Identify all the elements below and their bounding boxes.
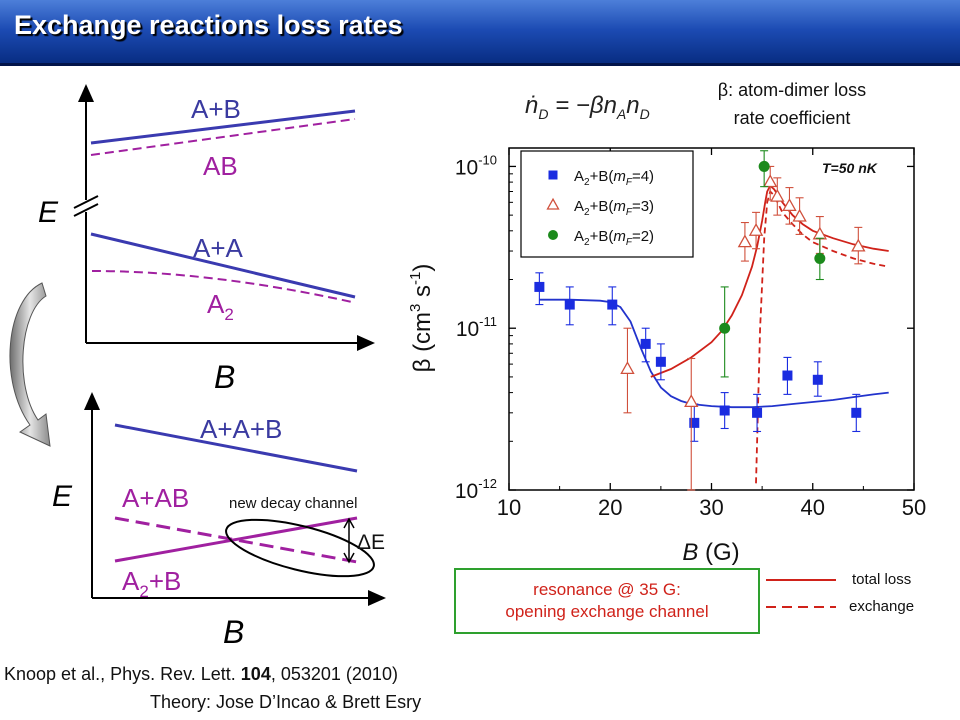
data-point xyxy=(812,374,823,385)
title-bar: Exchange reactions loss rates xyxy=(0,0,960,66)
x-tick-label: 30 xyxy=(699,495,723,520)
level-a2-b xyxy=(114,516,358,563)
data-point xyxy=(763,174,778,188)
data-point xyxy=(719,322,731,334)
label-delta-e: ΔE xyxy=(357,531,385,554)
data-point xyxy=(607,299,618,310)
y-tick-label: 10-11 xyxy=(456,314,497,341)
resonance-line1: resonance @ 35 G: xyxy=(533,580,681,599)
bottom-energy-diagram: E B A+A+B A+AB A2+B new decay channel ΔE xyxy=(52,392,386,650)
data-point xyxy=(752,407,763,418)
label-a2: A2 xyxy=(207,289,234,324)
data-point xyxy=(814,252,826,264)
label-aab: A+A+B xyxy=(200,414,282,444)
axis-ticks: 10 20 30 40 50 10-12 10-11 10-10 xyxy=(455,148,926,520)
legend-label: A2+B(mF=2) xyxy=(574,228,654,248)
x-tick-label: 20 xyxy=(598,495,622,520)
legend-marker xyxy=(548,170,558,180)
exchange-legend-label: exchange xyxy=(849,598,915,615)
y-axis-title: β (cm3 s-1) xyxy=(407,264,436,373)
level-aab xyxy=(114,423,358,473)
x-tick-label: 40 xyxy=(801,495,825,520)
level-ab-lower xyxy=(90,118,356,156)
data-point xyxy=(534,281,545,292)
y-tick-label: 10-12 xyxy=(455,476,497,503)
label-new-decay-channel: new decay channel xyxy=(229,495,357,512)
data-point xyxy=(758,160,770,172)
top-energy-diagram: E B A+B AB A+A A2 xyxy=(38,84,375,395)
data-point xyxy=(792,208,807,222)
crossing-ellipse xyxy=(225,518,375,578)
delta-e-arrowhead-bottom xyxy=(343,552,355,564)
top-x-axis-label: B xyxy=(214,359,235,395)
temperature-annotation: T=50 nK xyxy=(822,160,878,176)
level-ab-upper xyxy=(90,109,356,145)
theory-credit: Theory: Jose D’Incao & Brett Esry xyxy=(150,692,422,712)
beta-note-line1: β: atom-dimer loss xyxy=(718,80,866,100)
citation-suffix: , 053201 (2010) xyxy=(270,664,398,684)
legend-marker xyxy=(548,230,558,240)
top-y-axis-label: E xyxy=(38,196,59,229)
data-point xyxy=(782,370,793,381)
label-ab-upper: A+B xyxy=(191,94,241,124)
legend-marker xyxy=(546,197,560,210)
label-aa-upper: A+A xyxy=(193,233,244,263)
x-axis-title: B (G) xyxy=(682,539,739,566)
legend-label: A2+B(mF=3) xyxy=(574,198,654,218)
data-point xyxy=(684,394,699,408)
data-points xyxy=(534,150,866,491)
title-underline xyxy=(0,63,960,66)
label-ab-lower: AB xyxy=(203,151,238,181)
data-point xyxy=(564,299,575,310)
bottom-y-axis-label: E xyxy=(52,480,73,513)
legend-label: A2+B(mF=4) xyxy=(574,168,654,188)
data-point xyxy=(812,226,828,240)
resonance-box: resonance @ 35 G: opening exchange chann… xyxy=(454,568,760,634)
data-point xyxy=(782,198,797,211)
label-a2-b: A2+B xyxy=(122,566,181,601)
slide-title: Exchange reactions loss rates xyxy=(14,10,403,40)
data-point xyxy=(655,356,666,367)
axis-break-mark-upper xyxy=(73,195,99,209)
citation: Knoop et al., Phys. Rev. Lett. 104, 0532… xyxy=(4,664,398,685)
total-loss-legend-label: total loss xyxy=(852,571,912,588)
x-tick-label: 10 xyxy=(497,495,521,520)
data-point xyxy=(737,234,753,248)
data-point xyxy=(719,405,730,416)
delta-e-arrowhead-top xyxy=(343,517,355,529)
citation-prefix: Knoop et al., Phys. Rev. Lett. xyxy=(4,664,241,684)
transition-arrow xyxy=(9,282,51,447)
data-point xyxy=(851,407,862,418)
data-point xyxy=(851,238,866,252)
level-a2 xyxy=(91,270,353,303)
level-aa-upper xyxy=(90,232,356,299)
data-point xyxy=(748,222,764,236)
y-tick-label: 10-10 xyxy=(455,152,497,179)
chart-legend: A2+B(mF=4) A2+B(mF=3) A2+B(mF=2) xyxy=(520,150,694,258)
citation-volume: 104 xyxy=(240,664,271,684)
beta-note-line2: rate coefficient xyxy=(734,108,851,128)
rate-equation: ṅD = −βnAnD xyxy=(525,92,650,122)
data-point xyxy=(770,188,785,202)
fit-mf4 xyxy=(539,298,889,409)
axis-break-mark-lower xyxy=(73,203,99,217)
data-point xyxy=(640,338,651,349)
x-tick-label: 50 xyxy=(902,495,926,520)
data-point xyxy=(689,417,700,428)
data-point xyxy=(620,361,635,375)
resonance-line2: opening exchange channel xyxy=(505,602,709,621)
bottom-x-axis-label: B xyxy=(223,614,244,650)
label-a-ab: A+AB xyxy=(122,483,189,513)
fit-exchange xyxy=(755,189,889,484)
